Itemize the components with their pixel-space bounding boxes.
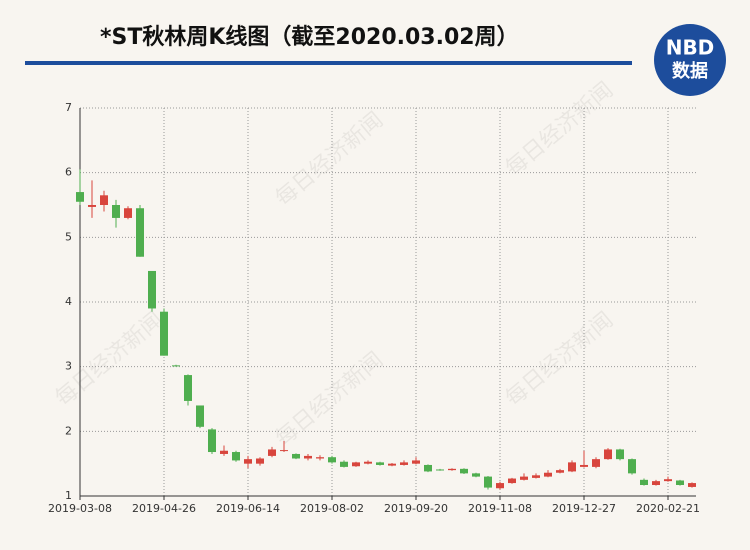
y-tick-label: 7	[65, 101, 72, 114]
candle-body	[628, 459, 636, 474]
candle-body	[580, 464, 588, 467]
candle-body	[424, 464, 432, 472]
candle-body	[364, 461, 372, 464]
candle-body	[496, 483, 504, 489]
y-tick-label: 1	[65, 489, 72, 502]
candle-body	[196, 405, 204, 427]
x-tick-label: 2020-02-21	[636, 502, 700, 515]
x-tick-label: 2019-09-20	[384, 502, 448, 515]
candle-body	[664, 479, 672, 482]
candle-body	[592, 459, 600, 467]
candle-body	[676, 480, 684, 486]
x-tick-label: 2019-08-02	[300, 502, 364, 515]
candle-body	[172, 365, 180, 367]
candle-body	[316, 457, 324, 459]
candle-body	[328, 457, 336, 463]
candle-body	[544, 472, 552, 477]
candle-body	[388, 463, 396, 466]
candle-body	[88, 205, 96, 207]
candle-body	[568, 462, 576, 472]
candle-body	[280, 450, 288, 452]
candle-body	[400, 462, 408, 465]
candle-body	[100, 195, 108, 205]
candle-body	[268, 449, 276, 456]
x-tick-label: 2019-04-26	[132, 502, 196, 515]
candle-body	[448, 468, 456, 471]
candle-body	[604, 449, 612, 460]
x-tick-label: 2019-11-08	[468, 502, 532, 515]
candle-body	[352, 462, 360, 467]
x-tick-label: 2019-03-08	[48, 502, 112, 515]
logo	[654, 24, 726, 96]
candle-body	[208, 429, 216, 453]
candle-body	[412, 460, 420, 464]
candle-body	[556, 470, 564, 473]
x-tick-label: 2019-06-14	[216, 502, 280, 515]
y-tick-label: 4	[65, 295, 72, 308]
candle-body	[436, 469, 444, 471]
x-tick-label: 2019-12-27	[552, 502, 616, 515]
chart-title: *ST秋林周K线图（截至2020.03.02周）	[100, 24, 519, 50]
candle-body	[616, 449, 624, 460]
candle-body	[340, 461, 348, 467]
candle-body	[472, 473, 480, 477]
candle-body	[112, 205, 120, 218]
candle-body	[220, 450, 228, 454]
y-tick-label: 3	[65, 360, 72, 373]
candle-body	[304, 455, 312, 459]
candle-body	[652, 481, 660, 486]
candle-body	[292, 453, 300, 459]
candle-body	[136, 208, 144, 257]
candle-body	[520, 476, 528, 480]
candle-body	[508, 478, 516, 484]
candle-body	[232, 452, 240, 461]
candle-body	[124, 208, 132, 218]
candle-body	[244, 459, 252, 464]
candle-body	[484, 476, 492, 488]
candle-body	[76, 192, 84, 202]
title-rule	[25, 61, 632, 65]
y-tick-label: 5	[65, 230, 72, 243]
candle-body	[532, 475, 540, 478]
candle-body	[256, 458, 264, 464]
candle-body	[460, 468, 468, 474]
candle-body	[160, 311, 168, 356]
y-tick-label: 6	[65, 166, 72, 179]
candle-body	[184, 375, 192, 401]
candle-body	[688, 483, 696, 487]
y-tick-label: 2	[65, 424, 72, 437]
candle-body	[640, 479, 648, 486]
candle-body	[376, 462, 384, 465]
logo-bottom: 数据	[672, 60, 708, 82]
candle-body	[148, 270, 156, 309]
logo-top: NBD	[666, 36, 715, 60]
